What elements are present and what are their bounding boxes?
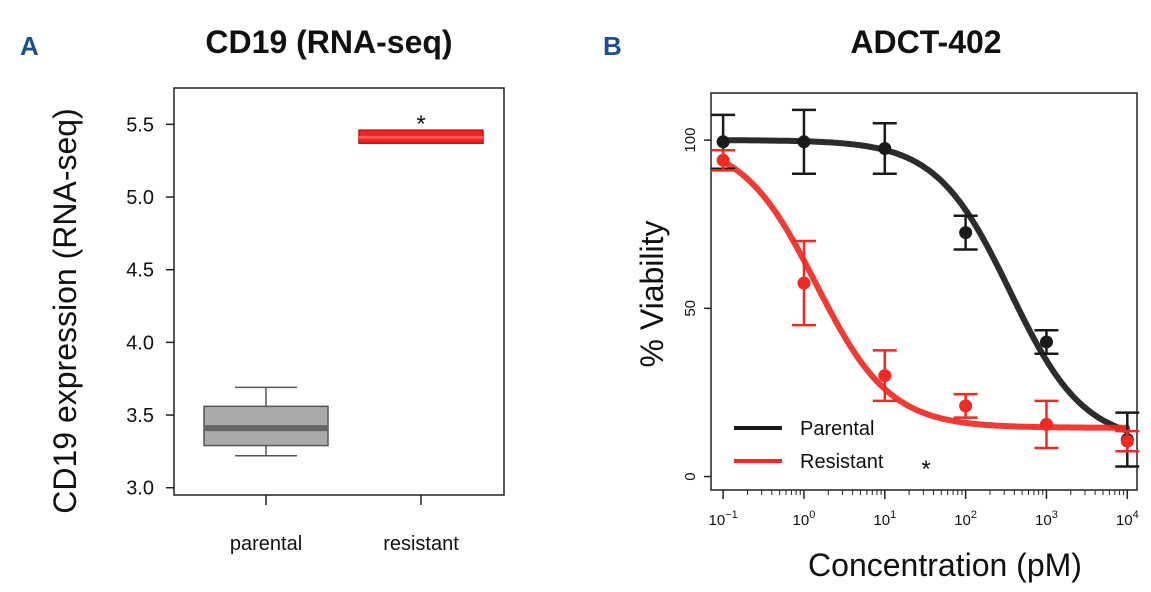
panel-a-axes: 3.0 3.5 4.0 4.5 5.0 5.5 parental resistant [126,114,459,555]
b-x-tick-label: 10−1 [709,509,738,529]
a-x-tick-label: resistant [383,533,459,555]
data-point [878,369,892,383]
data-point [797,276,811,290]
panel-b-marks [711,108,1140,468]
a-y-tick-label: 4.5 [126,260,154,282]
b-y-tick-label: 50 [682,300,699,317]
panel-b: B ADCT-402 0 50 100 10−1 100 101 102 103 104 % V… [603,24,1140,583]
legend-label-resistant: Resistant [800,451,884,473]
panel-a-title: CD19 (RNA-seq) [205,24,452,60]
data-point [1120,434,1134,448]
panel-b-legend: Parental Resistant * [734,418,931,483]
data-point [716,135,730,149]
data-point [716,153,730,167]
a-y-tick-label: 5.5 [126,114,154,136]
fit-curve-parental [720,137,1131,434]
panel-a-letter: A [20,31,39,61]
data-point [1039,335,1053,349]
legend-label-parental: Parental [800,418,875,440]
data-point [797,135,811,149]
panel-b-y-axis-label: % Viability [634,220,670,367]
data-point [959,399,973,413]
panel-b-title: ADCT-402 [850,24,1001,60]
data-point [878,142,892,156]
panel-a-y-axis-label: CD19 expression (RNA-seq) [47,108,83,513]
panel-a: A CD19 (RNA-seq) 3.0 3.5 4.0 4.5 5.0 5.5 paren… [20,24,505,555]
b-x-tick-label: 103 [1035,509,1058,529]
data-point [1039,417,1053,431]
panel-b-axes: 0 50 100 10−1 100 101 102 103 104 [682,128,1139,529]
panel-a-marks: * [203,111,484,457]
a-y-tick-label: 5.0 [126,187,154,209]
a-significance-star: * [416,111,425,138]
a-x-tick-label: parental [230,533,302,555]
panel-b-plot-frame [710,92,1138,491]
b-x-tick-label: 101 [873,509,896,529]
b-significance-star: * [921,456,930,483]
panel-a-plot-frame [173,87,505,496]
b-x-tick-label: 100 [793,509,816,529]
a-y-tick-label: 4.0 [126,332,154,354]
data-point [959,226,973,240]
panel-b-letter: B [603,31,622,61]
box-parental [203,386,329,457]
a-y-tick-label: 3.0 [126,478,154,500]
b-x-tick-label: 102 [954,509,977,529]
series-resistant [711,148,1140,453]
panel-b-x-axis-label: Concentration (pM) [808,547,1082,583]
b-y-tick-label: 100 [682,128,699,153]
a-y-tick-label: 3.5 [126,405,154,427]
fit-curve-resistant [720,158,1131,431]
b-x-tick-label: 104 [1116,509,1139,529]
box-resistant [358,129,484,144]
b-y-tick-label: 0 [682,472,699,480]
